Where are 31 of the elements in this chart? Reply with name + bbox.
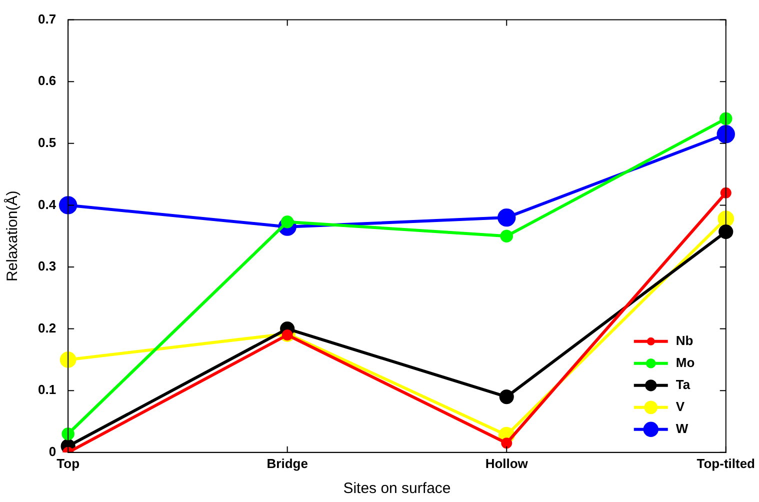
point [58, 196, 78, 214]
point [500, 230, 514, 242]
point [60, 352, 76, 368]
point [498, 208, 516, 227]
point [501, 438, 512, 449]
x-tick-label: Hollow [485, 456, 529, 471]
x-tick-label: Top [56, 456, 80, 471]
y-tick-label: 0 [48, 444, 56, 459]
point [718, 224, 734, 240]
legend-label: V [676, 398, 685, 414]
legend-label: Mo [676, 354, 695, 370]
y-tick-label: 0.3 [38, 258, 56, 274]
y-tick-label: 0.4 [38, 196, 57, 212]
y-tick-label: 0.5 [38, 134, 56, 150]
y-tick-label: 0.1 [38, 382, 56, 398]
point [720, 187, 732, 198]
point [716, 125, 735, 144]
y-axis-title: Relaxation(Å) [3, 190, 22, 282]
legend-label: W [676, 420, 689, 436]
point [62, 427, 74, 440]
point [499, 389, 514, 404]
point [718, 210, 734, 227]
x-axis-title: Sites on surface [343, 480, 451, 498]
legend-label: Nb [676, 332, 694, 348]
y-tick-label: 0.6 [38, 73, 56, 88]
x-tick-label: Bridge [266, 456, 308, 471]
y-tick-label: 0.7 [38, 11, 56, 26]
legend-label: Ta [676, 376, 691, 392]
y-tick-label: 0.2 [38, 320, 56, 336]
x-tick-label: Top-tilted [696, 456, 756, 471]
point [719, 112, 732, 126]
